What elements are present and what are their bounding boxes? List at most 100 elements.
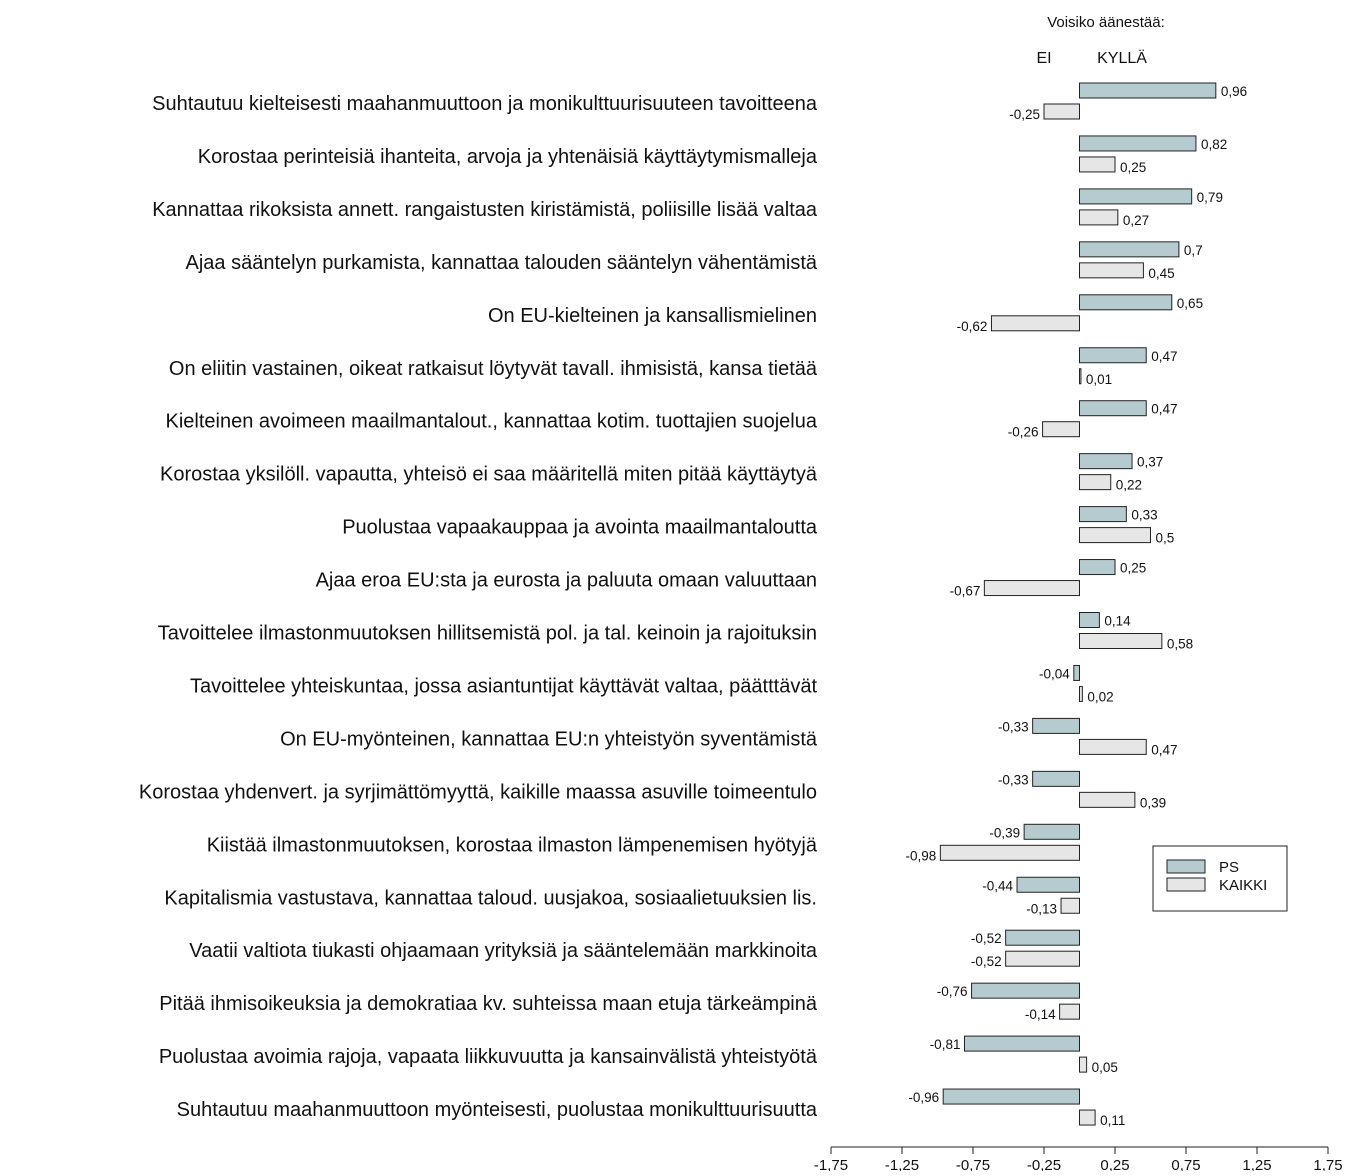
data-label-ps: -0,81 bbox=[930, 1037, 961, 1052]
data-label-kaikki: 0,01 bbox=[1086, 372, 1112, 387]
data-label-kaikki: 0,5 bbox=[1156, 531, 1175, 546]
data-label-kaikki: 0,22 bbox=[1116, 478, 1142, 493]
category-label: Kiistää ilmastonmuutoksen, korostaa ilma… bbox=[207, 834, 818, 856]
bar-ps bbox=[1079, 400, 1147, 417]
data-label-kaikki: -0,25 bbox=[1009, 107, 1040, 122]
category-label: On EU-kielteinen ja kansallismielinen bbox=[488, 305, 817, 327]
x-tick-label: 1,25 bbox=[1242, 1157, 1271, 1171]
bar-kaikki bbox=[1079, 633, 1163, 649]
category-label: Kapitalismia vastustava, kannattaa talou… bbox=[164, 887, 817, 909]
bar-kaikki bbox=[1079, 685, 1083, 702]
category-label: Tavoittelee ilmastonmuutoksen hillitsemi… bbox=[158, 623, 817, 645]
data-label-kaikki: 0,27 bbox=[1123, 213, 1149, 228]
bar-ps bbox=[1079, 506, 1127, 523]
bar-kaikki bbox=[1079, 1056, 1088, 1073]
data-label-ps: -0,52 bbox=[971, 931, 1002, 946]
bar-ps bbox=[1079, 347, 1147, 364]
data-label-ps: -0,44 bbox=[982, 878, 1013, 893]
bar-kaikki bbox=[1005, 950, 1080, 967]
data-label-ps: 0,65 bbox=[1177, 296, 1203, 311]
data-label-ps: 0,79 bbox=[1197, 190, 1223, 205]
data-label-ps: 0,37 bbox=[1137, 455, 1163, 470]
data-label-ps: -0,33 bbox=[998, 719, 1029, 734]
header-positive-label: KYLLÄ bbox=[1097, 49, 1147, 67]
category-label: Kannattaa rikoksista annett. rangaistust… bbox=[152, 199, 818, 221]
bar-kaikki bbox=[1079, 262, 1144, 279]
category-label: On EU-myönteinen, kannattaa EU:n yhteist… bbox=[280, 728, 818, 750]
bar-ps bbox=[942, 1088, 1080, 1105]
category-label: Kielteinen avoimeen maailmantalout., kan… bbox=[165, 411, 817, 433]
bar-kaikki bbox=[1079, 209, 1119, 226]
data-label-kaikki: -0,98 bbox=[906, 848, 937, 863]
legend-swatch-ps bbox=[1166, 859, 1206, 874]
x-tick-label: 0,75 bbox=[1171, 1157, 1200, 1171]
category-label: Ajaa sääntelyn purkamista, kannattaa tal… bbox=[185, 252, 817, 274]
category-label: Puolustaa vapaakauppaa ja avointa maailm… bbox=[342, 517, 818, 539]
data-label-kaikki: -0,26 bbox=[1008, 425, 1039, 440]
data-label-kaikki: -0,52 bbox=[971, 954, 1002, 969]
data-label-kaikki: 0,05 bbox=[1092, 1060, 1118, 1075]
bar-ps bbox=[1079, 188, 1193, 205]
data-label-kaikki: -0,67 bbox=[950, 584, 981, 599]
bar-kaikki bbox=[1059, 1003, 1080, 1020]
bar-ps bbox=[1032, 770, 1081, 787]
category-label: Vaatii valtiota tiukasti ohjaamaan yrity… bbox=[189, 940, 818, 962]
category-label: On eliitin vastainen, oikeat ratkaisut l… bbox=[169, 358, 818, 380]
data-label-kaikki: 0,02 bbox=[1087, 689, 1113, 704]
chart-header: Voisiko äänestää: EI KYLLÄ bbox=[1036, 14, 1164, 67]
data-label-ps: 0,96 bbox=[1221, 84, 1247, 99]
x-tick-label: -1,25 bbox=[885, 1157, 919, 1171]
bar-ps bbox=[1032, 717, 1081, 734]
value-labels: 0,96 -0,25 0,82 0,25 0,79 0,27 0,7 0,450,65 -0,6… bbox=[906, 84, 1248, 1128]
bar-ps bbox=[1079, 612, 1100, 628]
x-tick-label: -0,25 bbox=[1027, 1157, 1061, 1171]
bar-ps bbox=[963, 1035, 1080, 1052]
bar-ps bbox=[1079, 453, 1133, 470]
category-label: Korostaa yksilöll. vapautta, yhteisö ei … bbox=[160, 464, 818, 486]
data-label-ps: -0,04 bbox=[1039, 666, 1070, 681]
x-tick-label: 1,75 bbox=[1313, 1157, 1342, 1171]
bar-kaikki bbox=[1079, 1109, 1096, 1126]
data-label-kaikki: 0,39 bbox=[1140, 795, 1166, 810]
bar-ps bbox=[1005, 929, 1080, 946]
bar-kaikki bbox=[983, 580, 1080, 597]
bar-kaikki bbox=[1079, 368, 1082, 385]
category-label: Korostaa perinteisiä ihanteita, arvoja j… bbox=[198, 146, 818, 168]
bar-kaikki bbox=[1042, 421, 1080, 438]
category-label: Ajaa eroa EU:sta ja eurosta ja paluuta o… bbox=[316, 570, 817, 592]
legend-swatch-kaikki bbox=[1166, 877, 1206, 892]
category-label: Puolustaa avoimia rajoja, vapaata liikku… bbox=[159, 1046, 818, 1068]
bar-ps bbox=[1079, 294, 1173, 311]
data-label-kaikki: 0,47 bbox=[1151, 742, 1177, 757]
x-axis: -1,75 -1,25 -0,75 -0,25 0,25 0,75 1,25 1,75 bbox=[814, 1146, 1343, 1174]
data-label-ps: -0,96 bbox=[908, 1090, 939, 1105]
chart-header-title: Voisiko äänestää: bbox=[1047, 14, 1165, 31]
data-label-ps: -0,33 bbox=[998, 772, 1029, 787]
data-label-ps: 0,33 bbox=[1131, 508, 1157, 523]
bars bbox=[939, 82, 1217, 1126]
x-tick-label: -0,75 bbox=[956, 1157, 990, 1171]
bar-kaikki bbox=[939, 844, 1081, 861]
category-label: Tavoittelee yhteiskuntaa, jossa asiantun… bbox=[190, 675, 817, 697]
bar-ps bbox=[1079, 559, 1116, 576]
data-label-kaikki: 0,11 bbox=[1100, 1113, 1125, 1128]
legend-label-ps: PS bbox=[1219, 859, 1239, 876]
category-labels: Suhtautuu kielteisesti maahanmuuttoon ja… bbox=[139, 93, 818, 1121]
data-label-kaikki: 0,58 bbox=[1167, 637, 1193, 652]
bar-kaikki bbox=[1079, 474, 1112, 491]
bar-kaikki bbox=[1079, 738, 1147, 755]
data-label-ps: 0,25 bbox=[1120, 561, 1146, 576]
bar-ps bbox=[971, 982, 1081, 999]
category-label: Pitää ihmisoikeuksia ja demokratiaa kv. … bbox=[159, 993, 818, 1015]
data-label-ps: 0,47 bbox=[1151, 349, 1177, 364]
bar-ps bbox=[1073, 664, 1080, 681]
category-label: Korostaa yhdenvert. ja syrjimättömyyttä,… bbox=[139, 781, 817, 803]
bar-ps bbox=[1079, 82, 1217, 99]
category-label: Suhtautuu kielteisesti maahanmuuttoon ja… bbox=[152, 93, 818, 115]
bar-ps bbox=[1023, 823, 1080, 840]
data-label-ps: 0,47 bbox=[1151, 402, 1177, 417]
bar-ps bbox=[1079, 241, 1180, 258]
category-label: Suhtautuu maahanmuuttoon myönteisesti, p… bbox=[177, 1099, 818, 1121]
